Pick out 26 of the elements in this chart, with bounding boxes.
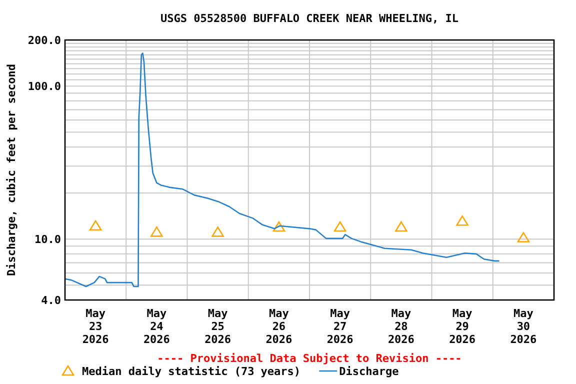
x-tick-label: May 28 2026 <box>388 307 415 346</box>
point <box>212 226 224 237</box>
point <box>89 220 102 231</box>
point <box>395 221 408 232</box>
legend-label: Discharge <box>339 365 400 378</box>
x-tick-label: May 27 2026 <box>326 307 354 346</box>
chart-title: USGS 05528500 BUFFALO CREEK NEAR WHEELING, IL <box>160 12 459 25</box>
y-tick-label: 200.0 <box>28 34 61 47</box>
x-tick-label: May 24 2026 <box>143 307 170 346</box>
y-tick-label: 10.0 <box>34 233 61 246</box>
x-tick-label: May 30 2026 <box>510 307 538 346</box>
point <box>150 226 163 237</box>
x-tick-label: May 26 2026 <box>266 307 293 346</box>
x-tick-label: May 23 2026 <box>82 307 110 346</box>
y-tick-label: 4.0 <box>41 294 61 307</box>
x-tick-label: May 29 2026 <box>449 307 476 346</box>
point <box>334 221 346 232</box>
point <box>456 216 468 226</box>
y-tick-label: 100.0 <box>28 80 61 94</box>
y-axis-title: Discharge, cubic feet per second <box>5 64 18 276</box>
legend-label: Median daily statistic (73 years) <box>82 365 301 378</box>
x-tick-label: May 25 2026 <box>204 307 232 346</box>
text: ---- Provisional Data Subject to Revision ---- <box>157 352 462 365</box>
point <box>517 232 530 242</box>
line-series <box>64 52 500 288</box>
point <box>272 221 286 232</box>
